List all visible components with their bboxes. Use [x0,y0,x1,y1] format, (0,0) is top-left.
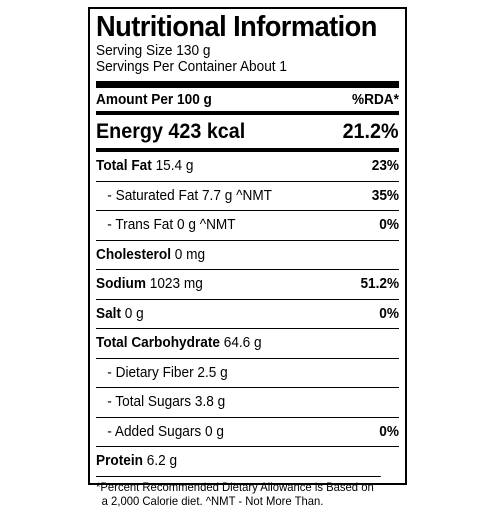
nutrient-name: Protein [96,453,143,470]
nutrient-amount: 0 mg [170,246,206,263]
nutrient-rda: 35% [371,187,399,204]
nutrient-amount: 64.6 g [219,335,262,352]
amount-per-label: Amount Per 100 g [96,91,212,108]
nutrient-name: - Total Sugars 3.8 g [107,394,226,411]
nutrient-row-salt: Salt 0 g 0% [96,298,399,329]
nutrient-row-dietary-fiber: - Dietary Fiber 2.5 g [96,357,399,388]
nutrient-amount: 0 g [120,305,144,322]
nutrient-row-total-fat: Total Fat 15.4 g 23% [96,152,399,181]
nutrient-name: Sodium [96,276,146,293]
nutrient-amount: 1023 mg [145,276,203,293]
nutrient-row-total-carbohydrate: Total Carbohydrate 64.6 g [96,328,399,358]
footnote-line-1: *Percent Recommended Dietary Allowance i… [96,479,374,494]
thick-divider [96,81,399,88]
nutrient-rda: 0% [379,305,399,322]
nutrient-amount: 6.2 g [142,453,178,470]
nutrition-label: Nutritional Information Serving Size 130… [88,7,407,508]
nutrient-row-sodium: Sodium 1023 mg 51.2% [96,269,399,299]
nutrient-name: - Trans Fat 0 g ^NMT [107,217,236,234]
footnote-line-2: a 2,000 Calorie diet. ^NMT - Not More Th… [101,493,324,508]
rda-header: %RDA* [352,91,399,108]
nutrient-row-protein: Protein 6.2 g [96,446,399,476]
nutrient-name: - Saturated Fat 7.7 g ^NMT [107,187,273,204]
label-title: Nutritional Information [96,11,377,43]
nutrient-rda: 23% [371,158,399,175]
energy-label: Energy 423 kcal [96,119,246,143]
nutrient-row-cholesterol: Cholesterol 0 mg [96,239,399,270]
nutrient-name: Cholesterol [96,246,171,263]
footnote: *Percent Recommended Dietary Allowance i… [96,475,381,508]
nutrient-name: - Added Sugars 0 g [107,423,224,440]
nutrient-name: Total Carbohydrate [96,335,220,352]
medium-divider [96,148,399,152]
nutrient-rda: 0% [379,423,399,440]
nutrient-row-saturated-fat: - Saturated Fat 7.7 g ^NMT 35% [96,180,399,211]
nutrient-rda: 51.2% [360,276,399,293]
serving-size: Serving Size 130 g [96,43,211,59]
amount-header-row: Amount Per 100 g %RDA* [96,88,399,111]
medium-divider [96,111,399,115]
nutrient-name: - Dietary Fiber 2.5 g [107,364,228,381]
nutrient-name: Total Fat [96,158,152,175]
nutrient-amount: 15.4 g [151,158,194,175]
energy-rda: 21.2% [343,119,399,143]
nutrient-row-trans-fat: - Trans Fat 0 g ^NMT 0% [96,210,399,240]
nutrient-name: Salt [96,305,121,322]
servings-per-container: Servings Per Container About 1 [96,59,287,75]
nutrient-row-added-sugars: - Added Sugars 0 g 0% [96,416,399,447]
nutrient-row-total-sugars: - Total Sugars 3.8 g [96,387,399,417]
energy-row: Energy 423 kcal 21.2% [96,115,399,148]
nutrient-rda: 0% [379,217,399,234]
